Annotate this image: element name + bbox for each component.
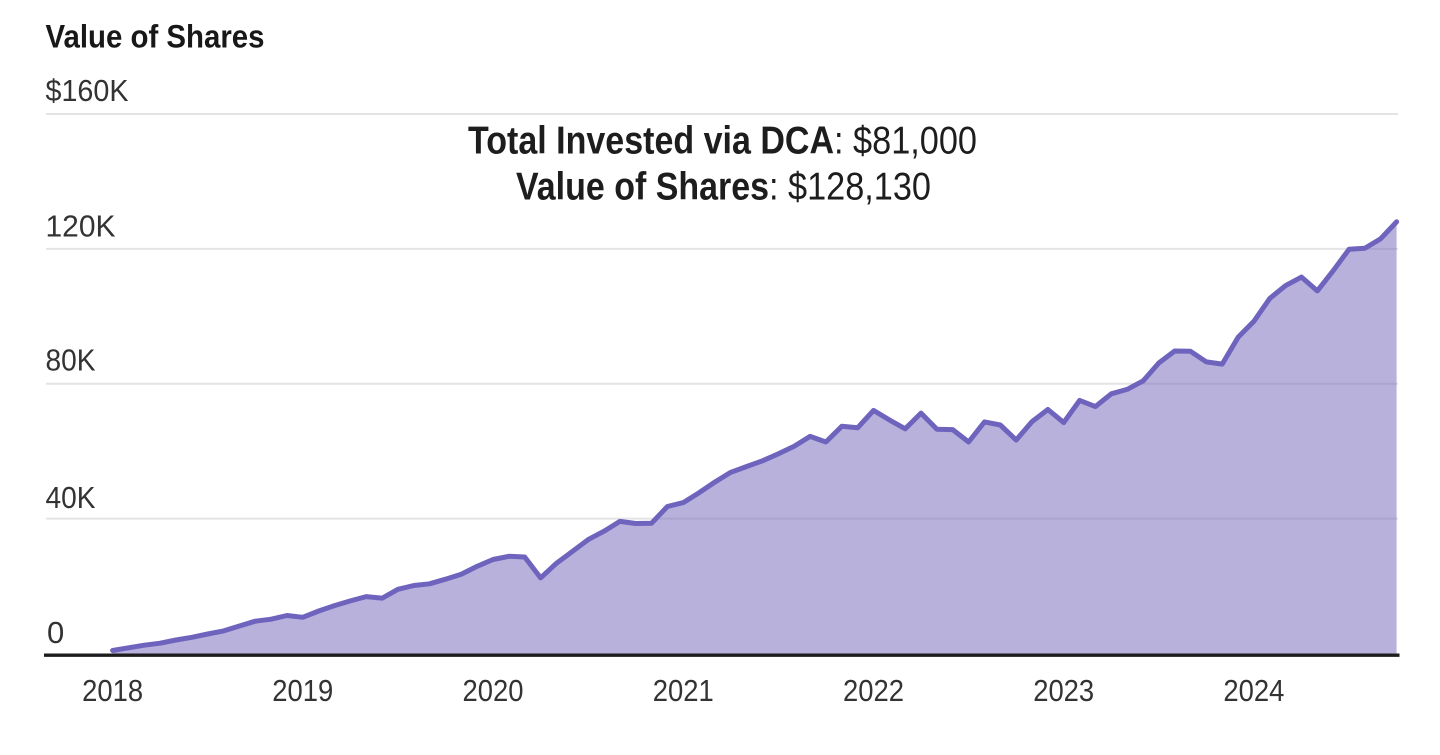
svg-text:2024: 2024 [1223, 673, 1284, 708]
svg-text:2020: 2020 [463, 673, 524, 708]
svg-text:2023: 2023 [1033, 673, 1094, 708]
svg-text:2018: 2018 [82, 673, 143, 708]
svg-text:0: 0 [47, 615, 64, 650]
svg-text:2021: 2021 [653, 673, 714, 708]
svg-text:: $81,000: : $81,000 [834, 120, 977, 163]
svg-text:80K: 80K [46, 343, 96, 378]
svg-text:40K: 40K [46, 480, 96, 515]
svg-text:Total Invested via DCA: Total Invested via DCA [468, 120, 834, 163]
svg-text:Value of Shares: Value of Shares [46, 19, 265, 55]
svg-text:120K: 120K [46, 209, 116, 244]
svg-text:Value of Shares: Value of Shares [516, 166, 769, 209]
svg-text:2019: 2019 [272, 673, 333, 708]
svg-text:: $128,130: : $128,130 [769, 166, 931, 209]
svg-text:$160K: $160K [46, 73, 129, 108]
svg-text:2022: 2022 [843, 673, 904, 708]
